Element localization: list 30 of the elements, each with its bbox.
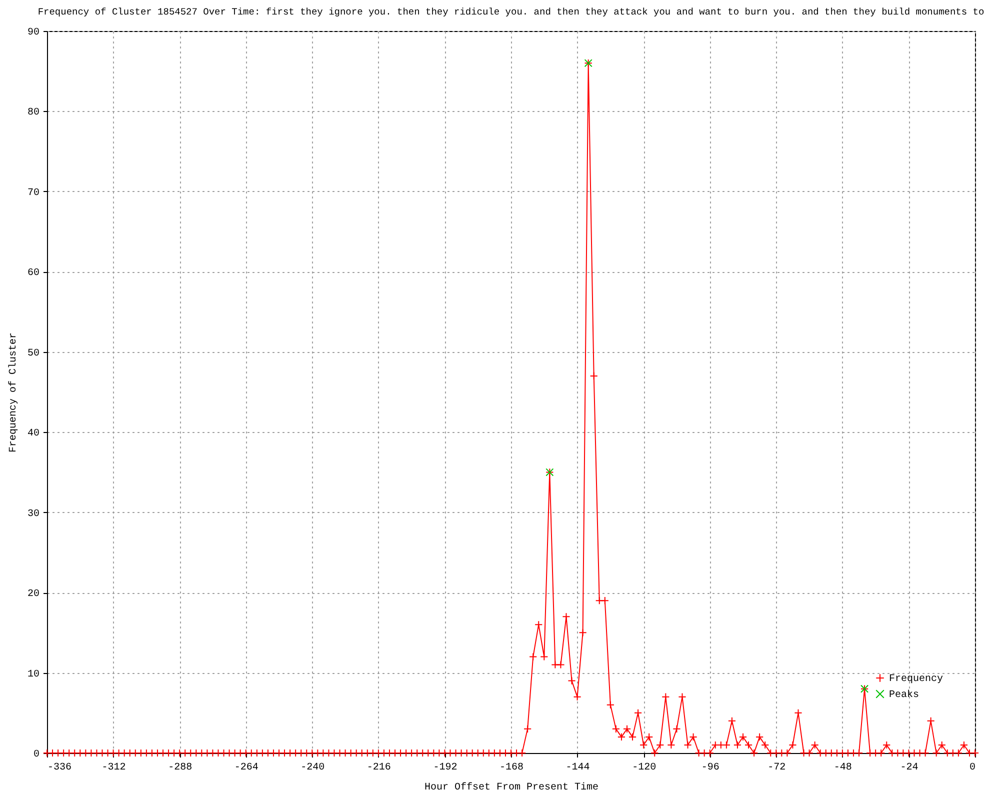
x-tick-label: -288 (168, 762, 192, 774)
y-tick-label: 10 (27, 669, 40, 680)
y-tick-label: 90 (27, 28, 40, 38)
y-tick-label: 70 (27, 188, 40, 199)
x-tick-label: -240 (300, 762, 325, 774)
x-tick-label: 0 (969, 762, 976, 774)
x-tick-label: -72 (768, 762, 786, 774)
x-tick-label: -168 (499, 762, 524, 774)
y-tick-label: 80 (27, 108, 40, 119)
x-tick-label: -24 (900, 762, 918, 774)
x-axis-title: Hour Offset From Present Time (424, 782, 599, 794)
x-tick-label: -48 (834, 762, 852, 774)
legend-label: Frequency (889, 674, 944, 685)
x-tick-label: -264 (234, 762, 258, 774)
y-tick-label: 0 (33, 750, 40, 760)
y-tick-label: 40 (27, 428, 40, 440)
chart-title: Frequency of Cluster 1854527 Over Time: first they ignore you. then they ridicule you. and then they attack you and want to burn you. and then they build monuments to (38, 6, 984, 18)
x-tick-label: -144 (566, 762, 590, 774)
x-tick-label: -216 (366, 762, 391, 774)
y-tick-label: 60 (27, 268, 40, 280)
legend-label: Peaks (889, 689, 920, 701)
y-tick-label: 20 (27, 589, 40, 600)
y-tick-label: 30 (27, 508, 40, 520)
x-tick-label: -312 (102, 762, 126, 774)
x-tick-label: -192 (433, 762, 458, 774)
y-tick-label: 50 (27, 348, 40, 360)
x-tick-label: -120 (632, 762, 656, 774)
x-tick-label: -96 (701, 762, 720, 774)
y-axis-title: Frequency of Cluster (8, 332, 20, 453)
x-tick-label: -336 (48, 762, 72, 774)
